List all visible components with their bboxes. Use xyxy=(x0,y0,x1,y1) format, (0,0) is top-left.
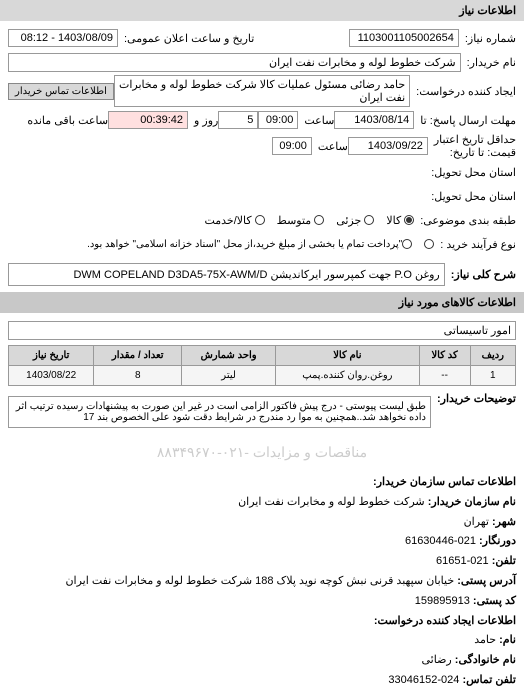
radio-all-label: کالا xyxy=(386,214,401,227)
radio-all[interactable]: کالا xyxy=(386,214,414,227)
col-5: تاریخ نیاز xyxy=(9,346,94,366)
deadline-time: 09:00 xyxy=(258,111,298,129)
radio-mid-label: جزئی xyxy=(336,214,361,227)
creator-value: حامد رضائی مسئول عملیات کالا شرکت خطوط ل… xyxy=(114,75,410,107)
address-label: استان محل تحویل: xyxy=(431,166,516,179)
req-number-label: شماره نیاز: xyxy=(465,32,516,45)
radio-p1[interactable] xyxy=(424,239,434,249)
ctel-label: تلفن تماس: xyxy=(462,674,516,686)
col-4: تعداد / مقدار xyxy=(94,346,182,366)
note-label: توضیحات خریدار: xyxy=(437,392,516,405)
radio-mid[interactable]: جزئی xyxy=(336,214,374,227)
validity-label: حداقل تاریخ اعتبار xyxy=(434,133,516,146)
radio-circle-icon xyxy=(314,215,324,225)
radio-p2[interactable] xyxy=(402,239,412,249)
time-label-1: ساعت xyxy=(304,114,334,127)
cell: لیتر xyxy=(182,366,276,386)
process-label: نوع فرآیند خرید : xyxy=(440,238,516,251)
contact-header: اطلاعات تماس سازمان خریدار: xyxy=(8,473,516,493)
desc-label: شرح کلی نیاز: xyxy=(451,268,516,281)
city-label: شهر: xyxy=(492,516,516,528)
table-row: 1 -- روغن.روان کننده.پمپ لیتر 8 1403/08/… xyxy=(9,366,516,386)
process-radio-group xyxy=(402,239,434,249)
table-header-row: ردیف کد کالا نام کالا واحد شمارش تعداد /… xyxy=(9,346,516,366)
validity-sub: قیمت: تا تاریخ: xyxy=(434,146,516,159)
delivery-label: استان محل تحویل: xyxy=(431,190,516,203)
fax-value: 021-61630446 xyxy=(405,535,476,547)
note-text: طبق لیست پیوستی - درج پیش فاکتور الزامی … xyxy=(8,396,431,428)
time-label-2: ساعت xyxy=(318,140,348,153)
days-left: 5 xyxy=(218,111,258,129)
deadline-date: 1403/08/14 xyxy=(334,111,414,129)
tel-value: 021-61651 xyxy=(436,555,489,567)
cell: 8 xyxy=(94,366,182,386)
org-label: نام سازمان خریدار: xyxy=(428,496,516,508)
ctel-value: 024-33046152 xyxy=(388,674,459,686)
radio-khd[interactable]: متوسط xyxy=(277,214,325,227)
creator-header: اطلاعات ایجاد کننده درخواست: xyxy=(8,612,516,632)
col-3: واحد شمارش xyxy=(182,346,276,366)
buyer-name-label: نام خریدار: xyxy=(467,56,516,69)
datetime-value: 1403/08/09 - 08:12 xyxy=(8,29,118,47)
subject-radio-group: کالا جزئی متوسط کالا/خدمت xyxy=(204,214,414,227)
org-value: شرکت خطوط لوله و مخابرات نفت ایران xyxy=(238,496,425,508)
radio-circle-icon xyxy=(402,239,412,249)
fax-label: دورنگار: xyxy=(479,535,516,547)
process-note: "پرداخت تمام یا بخشی از مبلغ خرید،از محل… xyxy=(87,239,402,250)
radio-circle-icon xyxy=(255,215,265,225)
post-value: 159895913 xyxy=(415,595,470,607)
days-unit: روز و xyxy=(194,114,218,127)
col-0: ردیف xyxy=(470,346,515,366)
family-value: رضائی xyxy=(422,654,452,666)
buyer-name-value: شرکت خطوط لوله و مخابرات نفت ایران xyxy=(8,53,461,72)
remaining-unit: ساعت باقی مانده xyxy=(27,114,108,127)
watermark: مناقصات و مزایدات -۰۲۱-۸۸۳۴۹۶۷۰ xyxy=(0,438,524,467)
validity-time: 09:00 xyxy=(272,137,312,155)
tel-label: تلفن: xyxy=(492,555,516,567)
datetime-label: تاریخ و ساعت اعلان عمومی: xyxy=(124,32,254,45)
addr-value: خیابان سپهبد قرنی نبش کوچه نوید پلاک 188… xyxy=(65,575,454,587)
desc-value: روغن P.O جهت کمپرسور ایرکاندیشن DWM COPE… xyxy=(8,263,445,286)
cell: 1403/08/22 xyxy=(9,366,94,386)
radio-circle-icon xyxy=(404,215,414,225)
validity-date: 1403/09/22 xyxy=(348,137,428,155)
page-header: اطلاعات نیاز xyxy=(0,0,524,21)
subject-cat-label: طبقه بندی موضوعی: xyxy=(420,214,516,227)
radio-service[interactable]: کالا/خدمت xyxy=(204,214,264,227)
col-1: کد کالا xyxy=(419,346,470,366)
contact-info-button[interactable]: اطلاعات تماس خریدار xyxy=(8,83,114,100)
radio-khd-label: متوسط xyxy=(277,214,312,227)
post-label: کد پستی: xyxy=(473,595,516,607)
radio-circle-icon xyxy=(364,215,374,225)
addr-label: آدرس پستی: xyxy=(457,575,516,587)
items-header: اطلاعات کالاهای مورد نیاز xyxy=(0,292,524,313)
radio-service-label: کالا/خدمت xyxy=(204,214,251,227)
remaining-time: 00:39:42 xyxy=(108,111,188,129)
items-table: ردیف کد کالا نام کالا واحد شمارش تعداد /… xyxy=(8,345,516,386)
col-2: نام کالا xyxy=(276,346,419,366)
deadline-label: مهلت ارسال پاسخ: تا xyxy=(420,114,516,127)
cell: 1 xyxy=(470,366,515,386)
creator-label: ایجاد کننده درخواست: xyxy=(416,85,516,98)
name-value: حامد xyxy=(474,634,496,646)
radio-circle-icon xyxy=(424,239,434,249)
tax-value: امور تاسیساتی xyxy=(8,321,516,340)
req-number-value: 1103001105002654 xyxy=(349,29,459,47)
cell: -- xyxy=(419,366,470,386)
family-label: نام خانوادگی: xyxy=(455,654,516,666)
cell: روغن.روان کننده.پمپ xyxy=(276,366,419,386)
name-label: نام: xyxy=(499,634,516,646)
city-value: تهران xyxy=(464,516,489,528)
